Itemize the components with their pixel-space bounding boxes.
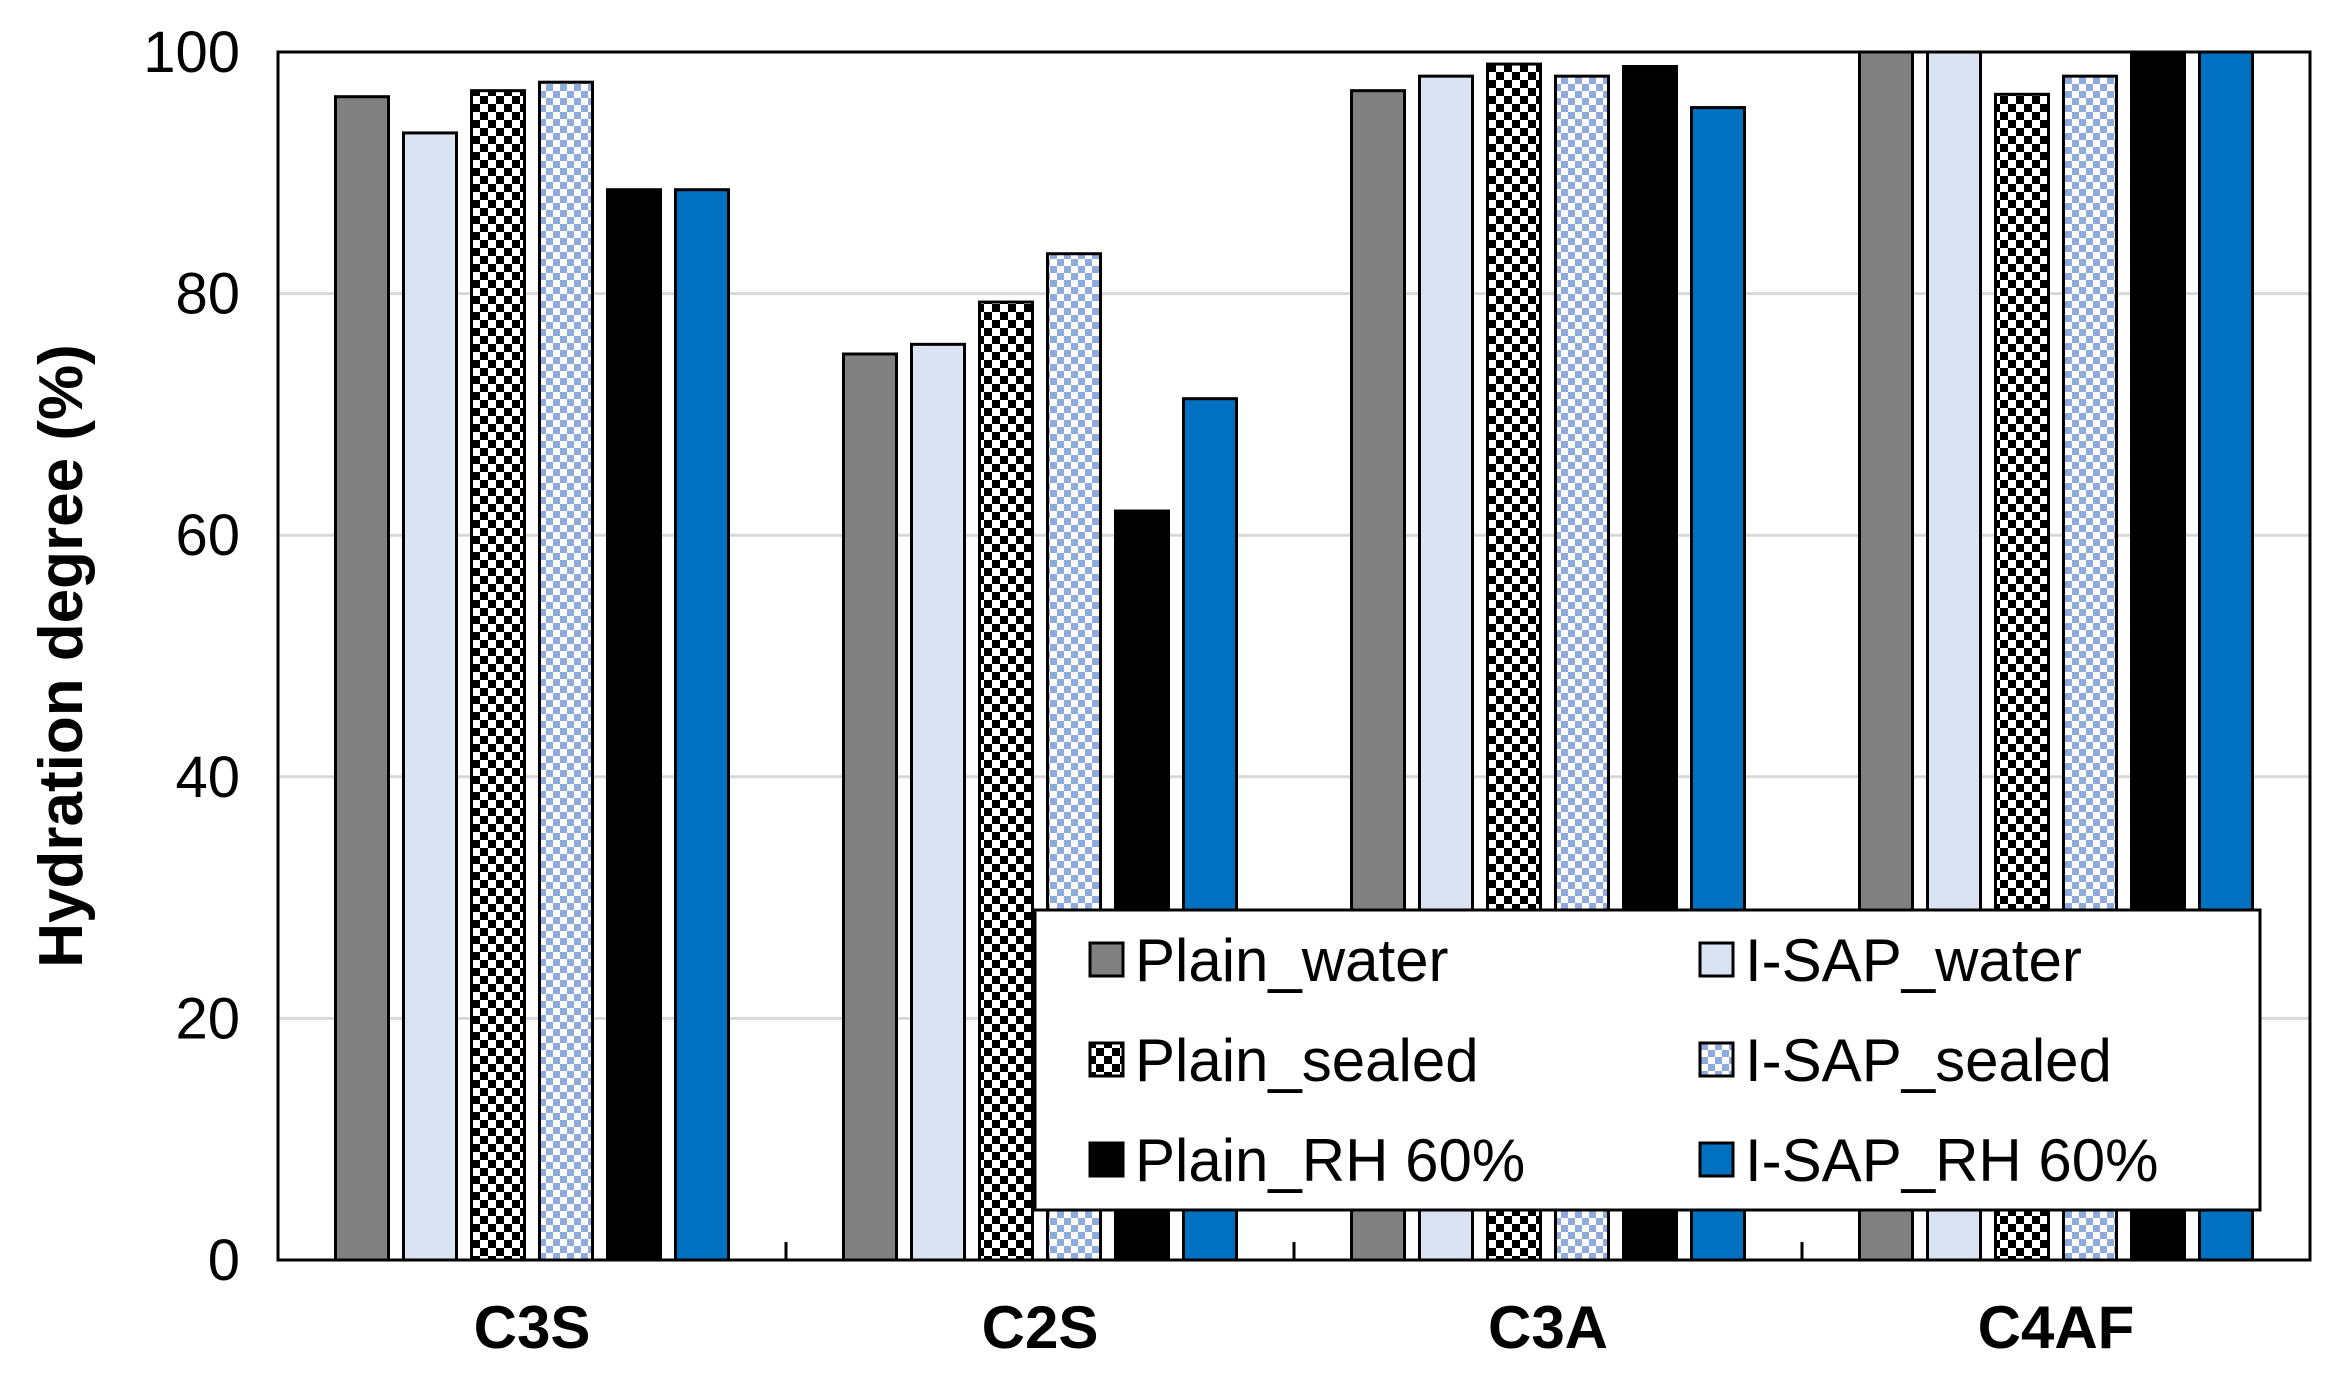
y-axis-title: Hydration degree (%) [27, 344, 96, 968]
x-axis-ticks [784, 1242, 1804, 1260]
bar-C3S-I-SAP-sealed [538, 80, 594, 1262]
legend-label-Plain-RH-60-: Plain_RH 60% [1135, 1127, 1525, 1194]
legend-label-I-SAP-RH-60-: I-SAP_RH 60% [1745, 1127, 2159, 1194]
legend-swatch-Plain-sealed [1088, 1041, 1125, 1078]
x-category-label-C3A: C3A [1488, 1294, 1608, 1361]
y-tick-label-40: 40 [175, 745, 240, 810]
bar-C2S-Plain-water [842, 352, 898, 1262]
legend-swatch-I-SAP-water [1698, 941, 1735, 978]
legend-label-I-SAP-water: I-SAP_water [1745, 927, 2082, 994]
bar-C2S-I-SAP-water [910, 342, 966, 1262]
legend-label-Plain-water: Plain_water [1135, 927, 1449, 994]
x-category-label-C2S: C2S [982, 1294, 1099, 1361]
bar-C3S-Plain-sealed [470, 89, 526, 1262]
legend-swatch-Plain-water [1088, 941, 1125, 978]
y-tick-label-80: 80 [175, 262, 240, 327]
bar-C3S-Plain-water [334, 95, 390, 1262]
legend-swatch-I-SAP-RH-60- [1698, 1141, 1735, 1178]
legend-swatch-I-SAP-sealed [1698, 1041, 1735, 1078]
x-category-label-C4AF: C4AF [1978, 1294, 2135, 1361]
legend: Plain_water I-SAP_water Plain_sealed I-SAP_… [1033, 908, 2262, 1212]
y-tick-label-100: 100 [143, 20, 240, 85]
bar-C3S-I-SAP-RH-60- [674, 188, 730, 1262]
y-axis-tick-labels: 0 20 40 60 80 100 [143, 20, 240, 1293]
legend-box [1033, 908, 2262, 1212]
x-axis-category-labels: C3S C2S C3A C4AF [474, 1294, 2135, 1361]
y-tick-label-0: 0 [208, 1228, 240, 1293]
bar-C3S-I-SAP-water [402, 131, 458, 1262]
y-tick-label-20: 20 [175, 986, 240, 1051]
legend-label-Plain-sealed: Plain_sealed [1135, 1027, 1479, 1094]
bar-C2S-Plain-sealed [978, 300, 1034, 1262]
bar-C3S-Plain-RH-60- [606, 188, 662, 1262]
legend-label-I-SAP-sealed: I-SAP_sealed [1745, 1027, 2112, 1094]
x-category-label-C3S: C3S [474, 1294, 591, 1361]
y-tick-label-60: 60 [175, 503, 240, 568]
legend-swatch-Plain-RH-60- [1088, 1141, 1125, 1178]
